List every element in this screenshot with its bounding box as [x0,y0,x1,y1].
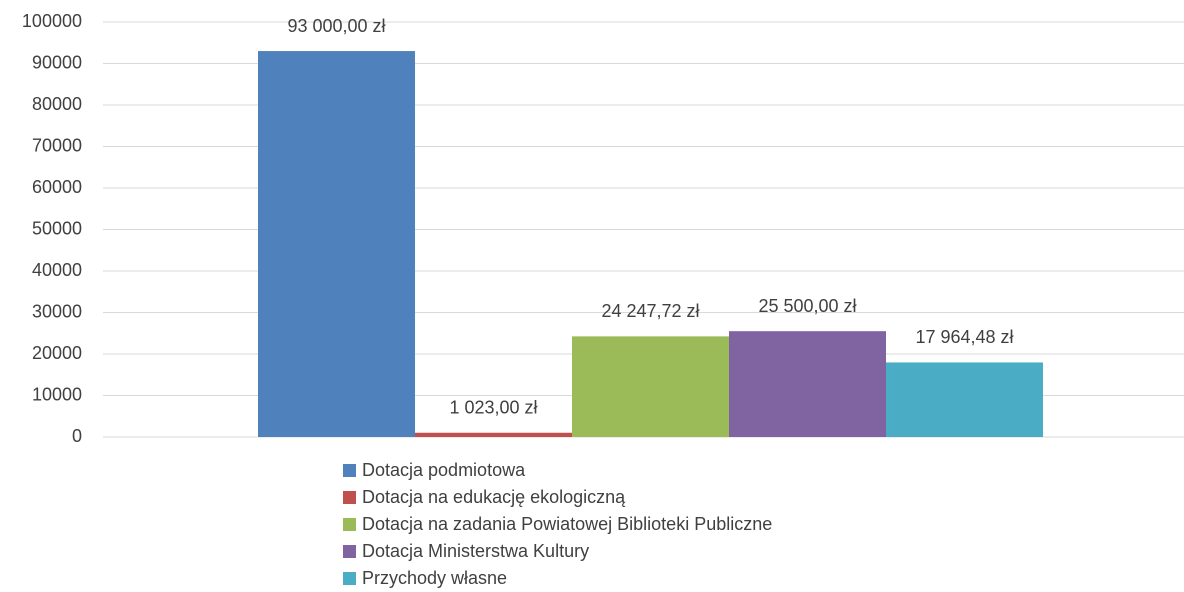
legend-swatch [343,464,356,477]
y-tick-label: 100000 [22,11,82,31]
y-tick-label: 80000 [32,94,82,114]
legend-label: Przychody własne [362,568,507,588]
legend-swatch [343,491,356,504]
data-label: 93 000,00 zł [287,16,385,36]
y-tick-label: 70000 [32,135,82,155]
bar [258,51,415,438]
y-tick-label: 20000 [32,343,82,363]
data-label: 1 023,00 zł [449,398,537,418]
legend-label: Dotacja Ministerstwa Kultury [362,541,589,561]
data-label: 25 500,00 zł [758,296,856,316]
bar [572,336,729,437]
bar [415,432,572,437]
bar [729,331,886,437]
y-tick-label: 0 [72,426,82,446]
y-tick-label: 50000 [32,218,82,238]
legend-swatch [343,545,356,558]
bar [886,362,1043,437]
y-tick-label: 90000 [32,52,82,72]
data-label: 24 247,72 zł [601,301,699,321]
y-tick-label: 10000 [32,384,82,404]
legend-swatch [343,518,356,531]
legend-label: Dotacja podmiotowa [362,460,526,480]
data-label: 17 964,48 zł [915,327,1013,347]
legend-label: Dotacja na zadania Powiatowej Biblioteki… [362,514,772,534]
legend-swatch [343,572,356,585]
y-tick-label: 40000 [32,260,82,280]
y-tick-label: 30000 [32,301,82,321]
y-tick-label: 60000 [32,177,82,197]
legend-label: Dotacja na edukację ekologiczną [362,487,626,507]
